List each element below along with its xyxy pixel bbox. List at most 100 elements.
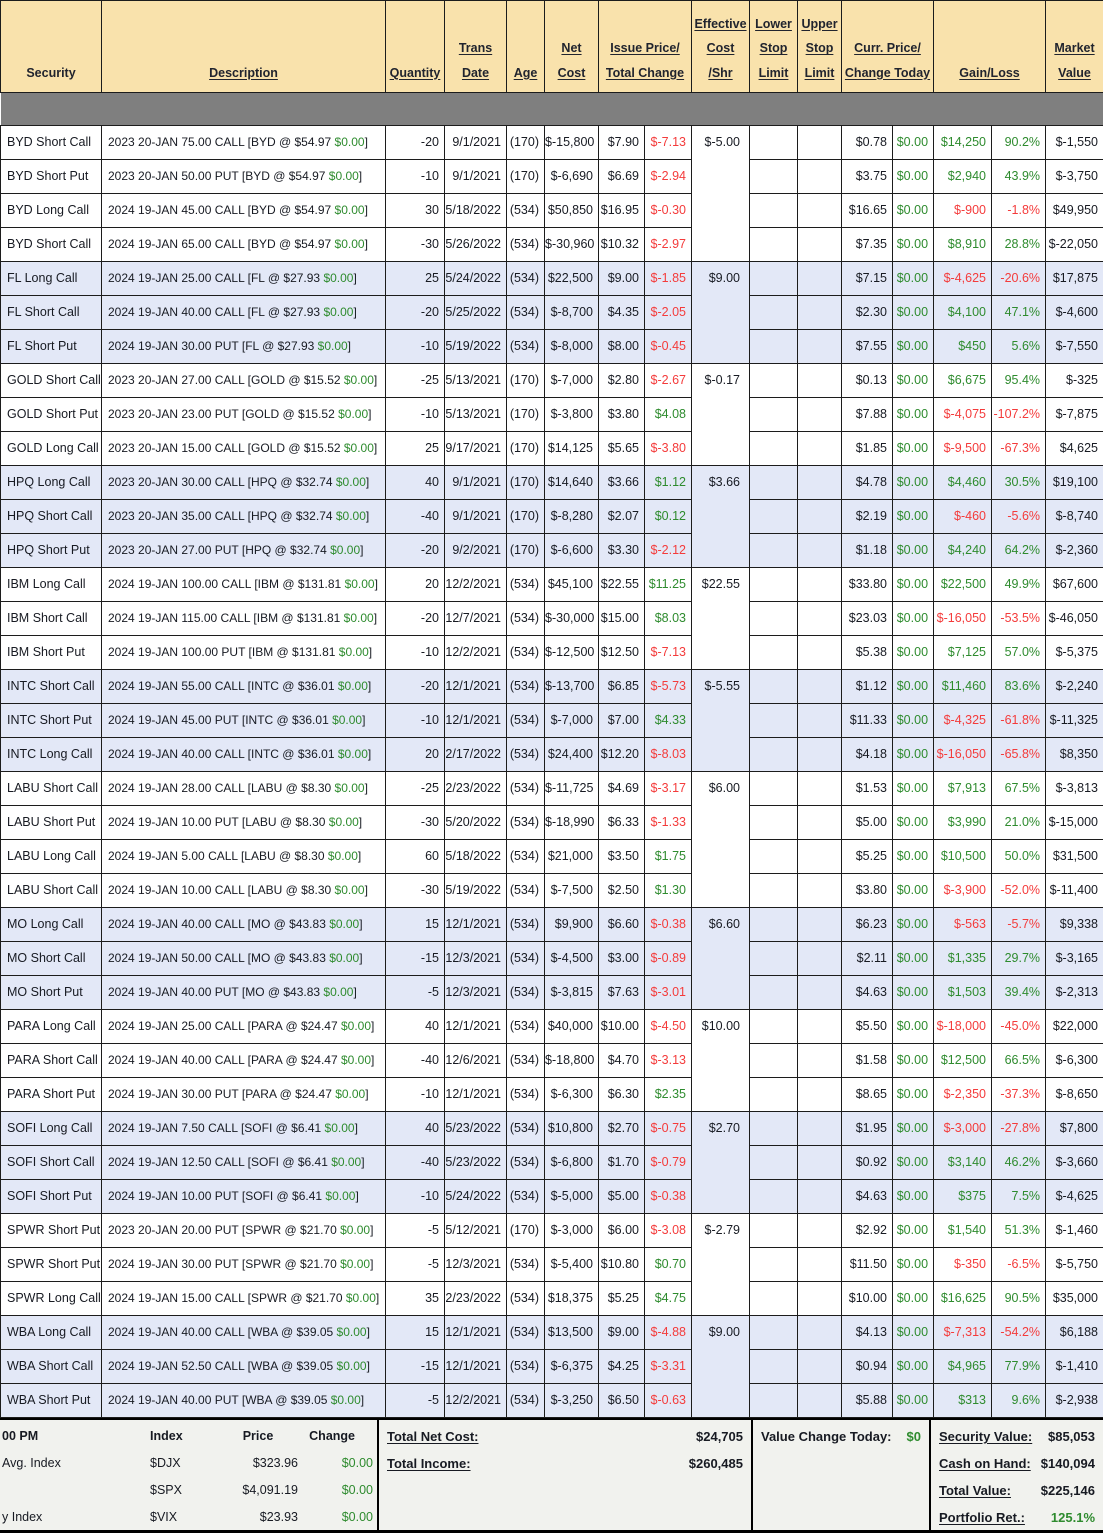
trans-date-cell: 2/23/2022 [445, 1282, 507, 1316]
trans-date-cell: 5/26/2022 [445, 228, 507, 262]
underlying-change: $0.00 [335, 135, 365, 149]
curr-price-cell: $1.18 [842, 534, 893, 568]
curr-price-cell: $7.88 [842, 398, 893, 432]
underlying-change: $0.00 [318, 339, 348, 353]
col-header-issue-price-total-change[interactable]: Issue Price/ Total Change [599, 1, 692, 93]
gain-loss-cell: $1,540 [934, 1214, 992, 1248]
lower-stop-limit-cell [750, 296, 798, 330]
curr-price-cell: $3.80 [842, 874, 893, 908]
net-cost-cell: $18,375 [545, 1282, 599, 1316]
quantity-cell: -20 [386, 126, 445, 160]
market-value-cell: $-3,165 [1046, 942, 1103, 976]
change-today-cell: $0.00 [893, 1214, 934, 1248]
gain-loss-cell: $-3,000 [934, 1112, 992, 1146]
quantity-cell: -30 [386, 874, 445, 908]
description-suffix: ] [370, 1257, 373, 1271]
gain-loss-cell: $4,460 [934, 466, 992, 500]
gain-loss-cell: $10,500 [934, 840, 992, 874]
col-header-effective-cost[interactable]: Effective Cost /Shr [692, 1, 750, 93]
description-text: 2023 20-JAN 75.00 CALL [BYD @ $54.97 [108, 135, 335, 149]
net-cost-cell: $-3,000 [545, 1214, 599, 1248]
trans-date-cell: 12/1/2021 [445, 1078, 507, 1112]
gain-loss-pct-cell: -52.0% [992, 874, 1046, 908]
total-change-cell: $1.30 [645, 874, 692, 908]
effective-cost-cell: $2.70 [692, 1112, 750, 1214]
col-header-upper-stop[interactable]: Upper Stop Limit [798, 1, 842, 93]
lower-stop-limit-cell [750, 1146, 798, 1180]
upper-stop-limit-cell [798, 1010, 842, 1044]
total-change-cell: $-3.17 [645, 772, 692, 806]
upper-stop-limit-cell [798, 1180, 842, 1214]
col-header-lower-stop[interactable]: Lower Stop Limit [750, 1, 798, 93]
description-suffix: ] [361, 1393, 364, 1407]
description-cell: 2024 19-JAN 65.00 CALL [BYD @ $54.97 $0.… [102, 228, 386, 262]
trans-date-cell: 12/7/2021 [445, 602, 507, 636]
cash-on-hand-value: $140,094 [1041, 1450, 1095, 1477]
col-header-net-cost[interactable]: Net Cost [545, 1, 599, 93]
net-cost-cell: $-6,375 [545, 1350, 599, 1384]
change-today-cell: $0.00 [893, 636, 934, 670]
gain-loss-cell: $-900 [934, 194, 992, 228]
market-value-cell: $-3,750 [1046, 160, 1103, 194]
col-header-trans-date[interactable]: Trans Date [445, 1, 507, 93]
total-value-label[interactable]: Total Value: [939, 1477, 1011, 1504]
gain-loss-cell: $2,940 [934, 160, 992, 194]
issue-price-cell: $6.85 [599, 670, 645, 704]
total-net-cost-label[interactable]: Total Net Cost: [387, 1423, 478, 1450]
upper-stop-limit-cell [798, 1044, 842, 1078]
security-cell: SPWR Short Put [1, 1214, 102, 1248]
net-cost-cell: $-8,000 [545, 330, 599, 364]
net-cost-cell: $-30,960 [545, 228, 599, 262]
effective-cost-cell: $-0.17 [692, 364, 750, 466]
gain-loss-pct-cell: 30.5% [992, 466, 1046, 500]
col-header-gain-loss[interactable]: Gain/Loss [934, 1, 1046, 93]
underlying-change: $0.00 [336, 509, 366, 523]
total-income-label[interactable]: Total Income: [387, 1450, 471, 1477]
security-value-label[interactable]: Security Value: [939, 1423, 1032, 1450]
quantity-cell: -10 [386, 1078, 445, 1112]
quantity-cell: -10 [386, 160, 445, 194]
col-header-curr-price-change-today[interactable]: Curr. Price/ Change Today [842, 1, 934, 93]
description-suffix: ] [358, 849, 361, 863]
separator-band-cell [1, 93, 1103, 126]
cash-on-hand-label[interactable]: Cash on Hand: [939, 1450, 1031, 1477]
age-cell: (534) [507, 568, 545, 602]
col-header-quantity[interactable]: Quantity [386, 1, 445, 93]
col-header-description[interactable]: Description [102, 1, 386, 93]
description-suffix: ] [365, 781, 368, 795]
security-cell: HPQ Short Put [1, 534, 102, 568]
description-cell: 2024 19-JAN 25.00 CALL [PARA @ $24.47 $0… [102, 1010, 386, 1044]
upper-stop-limit-cell [798, 1316, 842, 1350]
market-value-cell: $-2,360 [1046, 534, 1103, 568]
market-value-cell: $-1,410 [1046, 1350, 1103, 1384]
issue-price-cell: $4.70 [599, 1044, 645, 1078]
trans-date-cell: 5/24/2022 [445, 1180, 507, 1214]
issue-price-cell: $9.00 [599, 262, 645, 296]
lower-stop-limit-cell [750, 1384, 798, 1418]
age-cell: (534) [507, 602, 545, 636]
security-cell: LABU Long Call [1, 840, 102, 874]
underlying-change: $0.00 [325, 1189, 355, 1203]
change-today-cell: $0.00 [893, 908, 934, 942]
net-cost-cell: $-6,600 [545, 534, 599, 568]
quantity-cell: 25 [386, 262, 445, 296]
col-header-market-value[interactable]: Market Value [1046, 1, 1103, 93]
curr-price-cell: $2.11 [842, 942, 893, 976]
gain-loss-cell: $14,250 [934, 126, 992, 160]
portfolio-return-label[interactable]: Portfolio Ret.: [939, 1504, 1025, 1531]
market-value-cell: $-4,625 [1046, 1180, 1103, 1214]
col-header-age[interactable]: Age [507, 1, 545, 93]
underlying-change: $0.00 [338, 407, 368, 421]
quantity-cell: -10 [386, 398, 445, 432]
upper-stop-limit-cell [798, 1350, 842, 1384]
trans-date-cell: 5/13/2021 [445, 364, 507, 398]
index-row-label: y Index [0, 1504, 150, 1531]
value-change-today-label: Value Change Today: [761, 1423, 892, 1450]
description-cell: 2024 19-JAN 115.00 CALL [IBM @ $131.81 $… [102, 602, 386, 636]
age-cell: (534) [507, 806, 545, 840]
